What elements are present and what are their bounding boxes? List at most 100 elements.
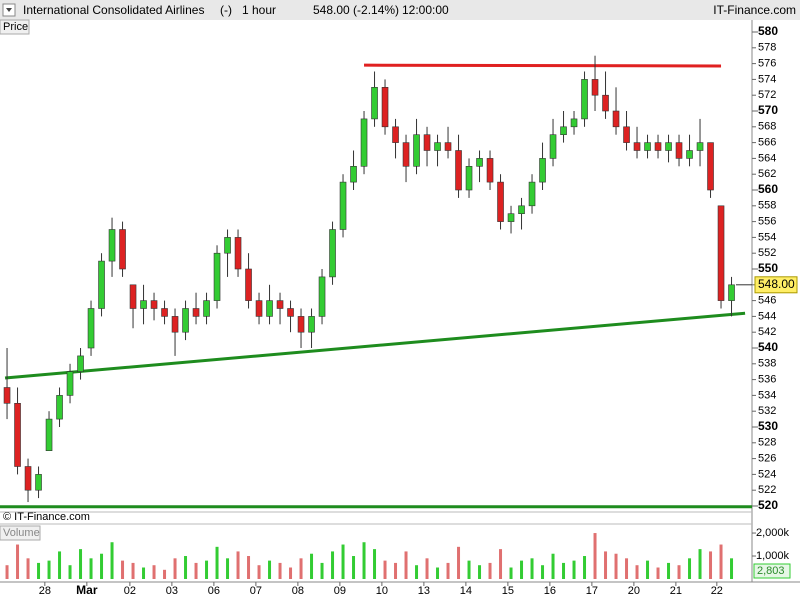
volume-bar xyxy=(425,558,429,579)
candle-body xyxy=(476,158,483,167)
y-tick-label: 562 xyxy=(758,168,776,180)
y-tick-label: 522 xyxy=(758,484,776,496)
volume-bar xyxy=(373,549,377,579)
candle-body xyxy=(444,142,452,151)
x-tick-label: 08 xyxy=(292,585,304,597)
volume-bar xyxy=(173,558,177,579)
x-tick-label: 15 xyxy=(502,585,514,597)
candle-body xyxy=(203,300,210,317)
trendline xyxy=(364,63,722,68)
candle-body xyxy=(549,134,557,159)
volume-bar xyxy=(68,565,72,579)
volume-bar xyxy=(499,549,503,579)
header-item: (-) xyxy=(220,3,232,17)
candle-body xyxy=(98,260,105,309)
candle-body xyxy=(360,118,368,167)
x-tick-label: 06 xyxy=(208,585,220,597)
candle-body xyxy=(35,474,42,491)
candle-body xyxy=(717,205,725,301)
y-tick-label: 520 xyxy=(758,498,778,512)
candle-body xyxy=(623,126,630,143)
candle-body xyxy=(276,300,284,309)
volume-bar xyxy=(551,553,555,579)
volume-bar xyxy=(341,544,345,579)
header-bar xyxy=(0,0,800,20)
y-tick-label: 546 xyxy=(758,295,776,307)
x-tick-label: 28 xyxy=(39,585,51,597)
x-tick-label: 21 xyxy=(670,585,682,597)
volume-bar xyxy=(142,567,146,579)
volume-bar xyxy=(331,551,335,579)
volume-bar xyxy=(562,562,566,579)
volume-bar xyxy=(635,565,639,579)
header-item: 12:00:00 xyxy=(402,3,449,17)
volume-bar xyxy=(362,542,366,579)
candle-body xyxy=(402,142,410,167)
candle-body xyxy=(612,110,620,128)
volume-bar xyxy=(488,562,492,579)
volume-bar xyxy=(730,558,734,579)
y-tick-label: 554 xyxy=(758,231,776,243)
trendline xyxy=(4,311,746,380)
volume-bar xyxy=(299,558,303,579)
x-tick-label: 03 xyxy=(166,585,178,597)
y-tick-label: 564 xyxy=(758,152,776,164)
volume-bar xyxy=(352,556,356,579)
candle-body xyxy=(350,166,357,183)
candle-body xyxy=(140,300,147,309)
y-tick-label: 524 xyxy=(758,468,776,480)
y-tick-label: 574 xyxy=(758,73,776,85)
candle-body xyxy=(129,284,137,309)
x-tick-label: 17 xyxy=(586,585,598,597)
candle-body xyxy=(308,316,315,333)
volume-bar xyxy=(709,551,713,579)
y-tick-label: 560 xyxy=(758,182,778,196)
y-tick-label: 538 xyxy=(758,358,776,370)
volume-bar xyxy=(667,562,671,579)
last-price-label: 548.00 xyxy=(758,277,795,291)
y-tick-label: 528 xyxy=(758,437,776,449)
candle-body xyxy=(686,150,693,159)
header-title: International Consolidated Airlines xyxy=(23,3,204,17)
candle-body xyxy=(24,466,32,491)
header-item: 1 hour xyxy=(242,3,276,17)
x-tick-label: 07 xyxy=(250,585,262,597)
volume-bar xyxy=(215,546,219,579)
candle-body xyxy=(518,205,525,215)
volume-bar xyxy=(289,567,293,579)
candle-body xyxy=(255,300,263,317)
y-tick-label: 558 xyxy=(758,200,776,212)
candle-body xyxy=(45,418,53,451)
candle-body xyxy=(570,118,578,128)
header-item: 548.00 (-2.14%) xyxy=(313,3,399,17)
y-tick-label: 552 xyxy=(758,247,776,259)
volume-bar xyxy=(688,558,692,579)
candle-body xyxy=(696,142,704,151)
candle-body xyxy=(77,355,84,372)
volume-bar xyxy=(26,558,30,579)
candle-body xyxy=(528,181,536,207)
volume-bar xyxy=(478,565,482,579)
volume-bar xyxy=(121,560,125,579)
x-tick-label: 14 xyxy=(460,585,472,597)
candle-body xyxy=(245,268,252,301)
volume-bar xyxy=(404,551,408,579)
volume-bar xyxy=(719,544,723,579)
candle-body xyxy=(602,94,609,112)
candle-body xyxy=(381,87,389,128)
volume-bar xyxy=(604,551,608,579)
y-tick-label: 530 xyxy=(758,419,778,433)
y-tick-label: 556 xyxy=(758,216,776,228)
y-tick-label: 572 xyxy=(758,89,776,101)
volume-bar xyxy=(236,551,240,579)
candle-body xyxy=(297,316,305,333)
volume-bar xyxy=(100,553,104,579)
volume-bar xyxy=(415,565,419,579)
x-tick-label: Mar xyxy=(76,583,98,597)
watermark: © IT-Finance.com xyxy=(3,511,90,523)
candle-body xyxy=(182,308,189,333)
volume-label: Volume xyxy=(3,527,40,539)
volume-bar xyxy=(436,567,440,579)
volume-bar xyxy=(677,565,681,579)
candle-body xyxy=(213,252,221,301)
